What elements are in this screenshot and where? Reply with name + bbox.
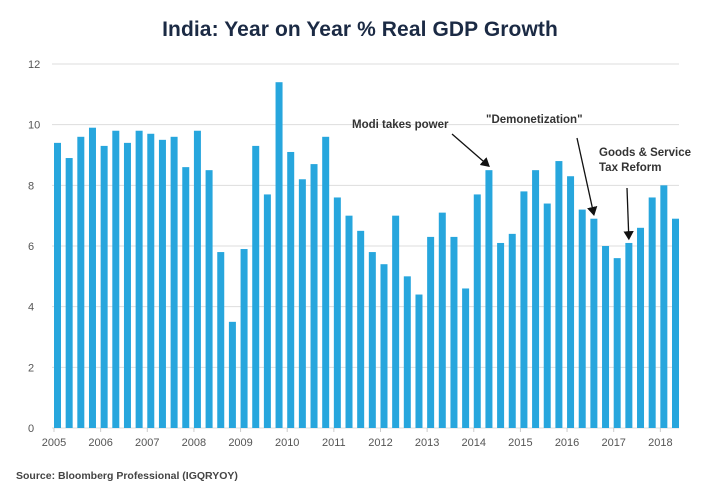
bar-2007-q4 bbox=[182, 167, 190, 428]
y-tick-label: 8 bbox=[28, 180, 34, 192]
bar-2010-q1 bbox=[287, 151, 295, 428]
y-axis-ticks: 0 2 4 6 8 10 12 bbox=[28, 59, 40, 435]
bar-2015-q3 bbox=[543, 203, 551, 428]
bar-2006-q2 bbox=[112, 130, 120, 428]
bar-2008-q4 bbox=[228, 321, 236, 428]
bar-2013-q4 bbox=[462, 288, 470, 428]
chart-title: India: Year on Year % Real GDP Growth bbox=[162, 18, 558, 41]
bar-2006-q1 bbox=[100, 145, 108, 428]
bar-2018-q1 bbox=[660, 185, 668, 428]
bar-2013-q3 bbox=[450, 236, 458, 428]
bar-2008-q3 bbox=[217, 252, 225, 428]
annotation-3: Goods & Service Tax Reform bbox=[599, 147, 691, 241]
bar-2009-q3 bbox=[263, 194, 271, 428]
bar-2005-q4 bbox=[88, 127, 96, 428]
x-tick-label: 2011 bbox=[322, 437, 346, 449]
x-tick-label: 2007 bbox=[135, 437, 159, 449]
annotation-arrow bbox=[576, 137, 598, 216]
y-tick-label: 12 bbox=[28, 59, 40, 71]
bar-2016-q3 bbox=[590, 218, 598, 428]
annotation-text: Modi takes power bbox=[352, 119, 449, 131]
x-tick-label: 2016 bbox=[555, 437, 579, 449]
bar-2005-q3 bbox=[77, 136, 85, 429]
bar-2016-q2 bbox=[578, 209, 586, 428]
bar-2017-q1 bbox=[613, 258, 621, 428]
bar-2012-q2 bbox=[392, 215, 400, 428]
bar-2009-q1 bbox=[240, 249, 248, 428]
bar-2011-q4 bbox=[368, 252, 376, 428]
bar-2014-q4 bbox=[508, 233, 516, 428]
annotations: Modi takes power "Demonetization" Goods & … bbox=[352, 114, 691, 241]
bar-2010-q3 bbox=[310, 164, 318, 428]
y-tick-label: 4 bbox=[28, 302, 34, 314]
bar-2015-q1 bbox=[520, 191, 528, 428]
x-tick-label: 2014 bbox=[462, 437, 486, 449]
x-tick-label: 2012 bbox=[368, 437, 392, 449]
bars bbox=[54, 82, 679, 429]
bar-2010-q2 bbox=[298, 179, 306, 428]
bar-2011-q3 bbox=[357, 230, 365, 428]
annotation-2: "Demonetization" bbox=[486, 114, 598, 216]
annotation-text: "Demonetization" bbox=[486, 114, 583, 126]
bar-2015-q4 bbox=[555, 161, 563, 429]
bar-2013-q1 bbox=[427, 236, 435, 428]
x-tick-label: 2006 bbox=[88, 437, 112, 449]
bar-2008-q2 bbox=[205, 170, 213, 428]
x-tick-label: 2009 bbox=[228, 437, 252, 449]
bar-2005-q2 bbox=[65, 158, 73, 429]
bar-2009-q2 bbox=[252, 145, 260, 428]
x-tick-label: 2005 bbox=[42, 437, 66, 449]
gridlines bbox=[52, 63, 679, 429]
bar-2005-q1 bbox=[54, 142, 61, 428]
bar-2017-q2 bbox=[625, 242, 633, 428]
y-tick-label: 0 bbox=[28, 423, 34, 435]
annotation-arrow bbox=[623, 187, 634, 241]
bar-2016-q1 bbox=[567, 176, 575, 428]
annotation-arrow bbox=[451, 133, 490, 168]
bar-2017-q4 bbox=[648, 197, 656, 428]
bar-2009-q4 bbox=[275, 82, 283, 428]
bar-2011-q1 bbox=[333, 197, 341, 428]
bar-2017-q3 bbox=[637, 227, 645, 428]
bar-2012-q1 bbox=[380, 264, 388, 428]
x-tick-label: 2013 bbox=[415, 437, 439, 449]
bar-2018-q2 bbox=[672, 218, 679, 428]
bar-2016-q4 bbox=[602, 246, 610, 428]
bar-2008-q1 bbox=[193, 130, 201, 428]
bar-2012-q3 bbox=[403, 276, 411, 428]
bar-2014-q3 bbox=[497, 242, 505, 428]
x-tick-label: 2010 bbox=[275, 437, 299, 449]
bar-2012-q4 bbox=[415, 294, 423, 428]
annotation-text: Tax Reform bbox=[599, 162, 661, 174]
x-tick-label: 2008 bbox=[182, 437, 206, 449]
bar-2007-q1 bbox=[147, 133, 155, 428]
bar-2007-q3 bbox=[170, 136, 178, 429]
bar-2006-q3 bbox=[123, 142, 131, 428]
y-tick-label: 6 bbox=[28, 241, 34, 253]
x-axis-ticks: 2005 2006 2007 2008 2009 2010 2011 2012 2013 2014… bbox=[42, 428, 673, 449]
bar-2014-q1 bbox=[473, 194, 481, 428]
y-tick-label: 2 bbox=[28, 362, 34, 374]
source-note: Source: Bloomberg Professional (IGQRYOY) bbox=[16, 470, 238, 482]
annotation-1: Modi takes power bbox=[352, 119, 490, 168]
bar-2013-q2 bbox=[438, 212, 446, 428]
x-tick-label: 2018 bbox=[648, 437, 672, 449]
annotation-text: Goods & Service bbox=[599, 147, 691, 159]
bar-2007-q2 bbox=[158, 139, 166, 429]
bar-2010-q4 bbox=[322, 136, 330, 429]
y-tick-label: 10 bbox=[28, 120, 40, 132]
bar-2015-q2 bbox=[532, 170, 540, 428]
bar-2006-q4 bbox=[135, 130, 143, 428]
bar-2011-q2 bbox=[345, 215, 353, 428]
x-tick-label: 2015 bbox=[508, 437, 532, 449]
x-tick-label: 2017 bbox=[601, 437, 625, 449]
bar-2014-q2 bbox=[485, 170, 493, 428]
